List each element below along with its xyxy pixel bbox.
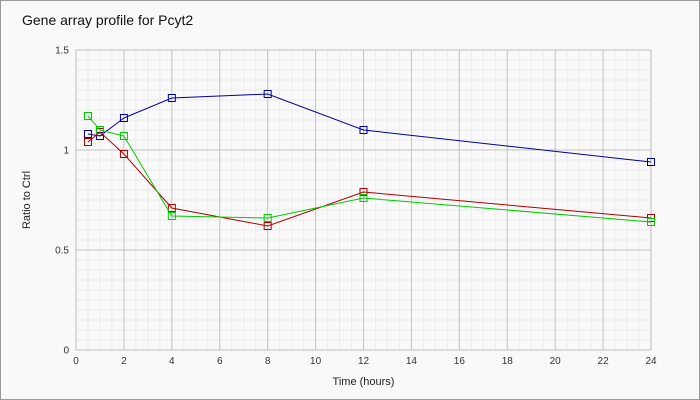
x-tick-label: 20 [550,356,562,367]
y-tick-label: 0.5 [55,246,69,257]
series-3-point [359,194,368,202]
x-tick-label: 22 [598,356,610,367]
x-tick-label: 18 [502,356,514,367]
y-tick-label: 1 [63,146,69,157]
series-1-point [647,158,655,166]
series-2-point [119,150,128,158]
series-1-point [263,90,272,98]
series-3-line [87,115,652,223]
x-tick-label: 8 [265,356,271,367]
series-2-point [263,222,272,230]
x-tick-label: 24 [645,356,657,367]
series-1-point [359,126,368,134]
y-axis-title: Ratio to Ctrl [21,171,33,229]
series-2-line [87,131,652,227]
series-2-point [83,138,92,146]
series-2-point [167,204,176,212]
series-1-point [83,130,92,138]
x-tick-label: 0 [73,356,79,367]
x-tick-label: 4 [169,356,175,367]
x-tick-label: 12 [358,356,370,367]
x-tick-label: 10 [310,356,322,367]
series-2-point [359,188,368,196]
series-1 [83,90,655,166]
y-tick-label: 1.5 [55,46,69,57]
series-3-point [263,214,272,222]
series-layer [83,90,655,230]
x-axis-title: Time (hours) [333,376,395,388]
x-tick-label: 14 [406,356,418,367]
series-3-point [95,126,104,134]
series-3 [83,112,655,226]
series-1-line [87,93,652,163]
x-tick-labels: 0 2 4 6 8 10 12 14 16 18 20 22 24 [73,356,657,367]
series-3-point [167,212,176,220]
series-1-point [119,114,128,122]
x-tick-label: 6 [217,356,223,367]
series-3-point [83,112,92,120]
x-tick-label: 16 [454,356,466,367]
series-3-point [119,132,128,140]
series-3-point [647,218,655,226]
chart-title: Gene array profile for Pcyt2 [22,12,193,28]
plot-area-border [75,49,652,351]
series-2 [83,128,655,230]
y-tick-label: 0 [63,346,69,357]
y-tick-labels: 0 0.5 1 1.5 [55,46,69,357]
series-1-point [167,94,176,102]
x-tick-label: 2 [121,356,127,367]
